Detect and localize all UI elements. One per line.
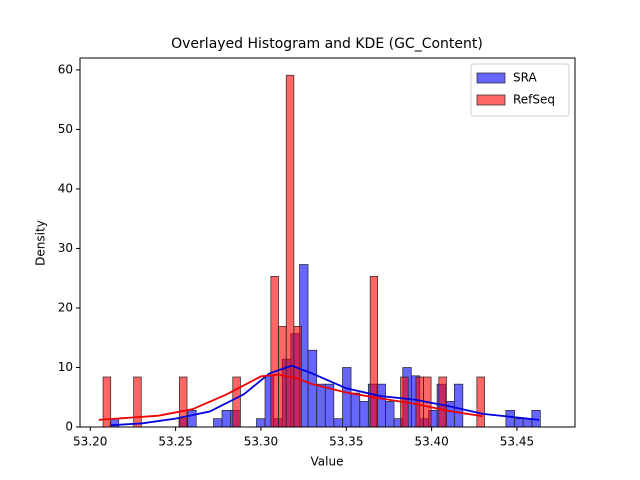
y-axis-label: Density <box>34 220 48 266</box>
bar <box>307 349 318 428</box>
bar <box>270 276 279 428</box>
bar <box>359 401 369 428</box>
bar <box>522 418 533 428</box>
bar <box>232 376 241 428</box>
y-tick-label: 40 <box>58 181 73 195</box>
bar <box>285 74 295 428</box>
bar <box>438 376 447 428</box>
kde-line <box>98 373 483 421</box>
bar <box>213 418 223 428</box>
chart-title: Overlayed Histogram and KDE (GC_Content) <box>171 36 483 52</box>
legend-label: RefSeq <box>513 93 555 107</box>
bar <box>369 276 379 428</box>
kde-line <box>110 364 540 427</box>
bar <box>514 418 524 428</box>
y-tick-label: 0 <box>65 420 73 434</box>
bar <box>376 383 386 428</box>
x-tick-label: 53.40 <box>414 435 448 449</box>
bar <box>476 376 485 428</box>
x-tick-label: 53.35 <box>329 435 363 449</box>
bar <box>453 383 464 428</box>
y-tick-label: 60 <box>58 62 73 76</box>
y-tick-label: 20 <box>58 300 73 314</box>
bar <box>324 383 335 428</box>
x-tick-label: 53.30 <box>244 435 278 449</box>
bar <box>342 367 352 428</box>
y-tick-label: 10 <box>58 360 73 374</box>
bar <box>221 409 232 428</box>
y-tick-label: 30 <box>58 241 73 255</box>
bar <box>333 418 343 428</box>
bar <box>256 418 266 428</box>
bar <box>187 409 197 428</box>
x-tick-label: 53.25 <box>158 435 192 449</box>
y-tick-label: 50 <box>58 122 73 136</box>
bar <box>133 376 142 428</box>
x-tick-label: 53.20 <box>73 435 107 449</box>
bar <box>505 409 515 428</box>
x-tick-label: 53.45 <box>500 435 534 449</box>
legend-swatch <box>476 94 506 106</box>
bar <box>178 376 188 428</box>
bar <box>350 392 361 428</box>
plot-frame <box>79 57 576 428</box>
x-axis-label: Value <box>311 455 344 469</box>
legend-label: SRA <box>513 71 537 85</box>
legend-swatch <box>476 72 506 84</box>
bar <box>385 401 395 428</box>
bar <box>316 383 326 428</box>
